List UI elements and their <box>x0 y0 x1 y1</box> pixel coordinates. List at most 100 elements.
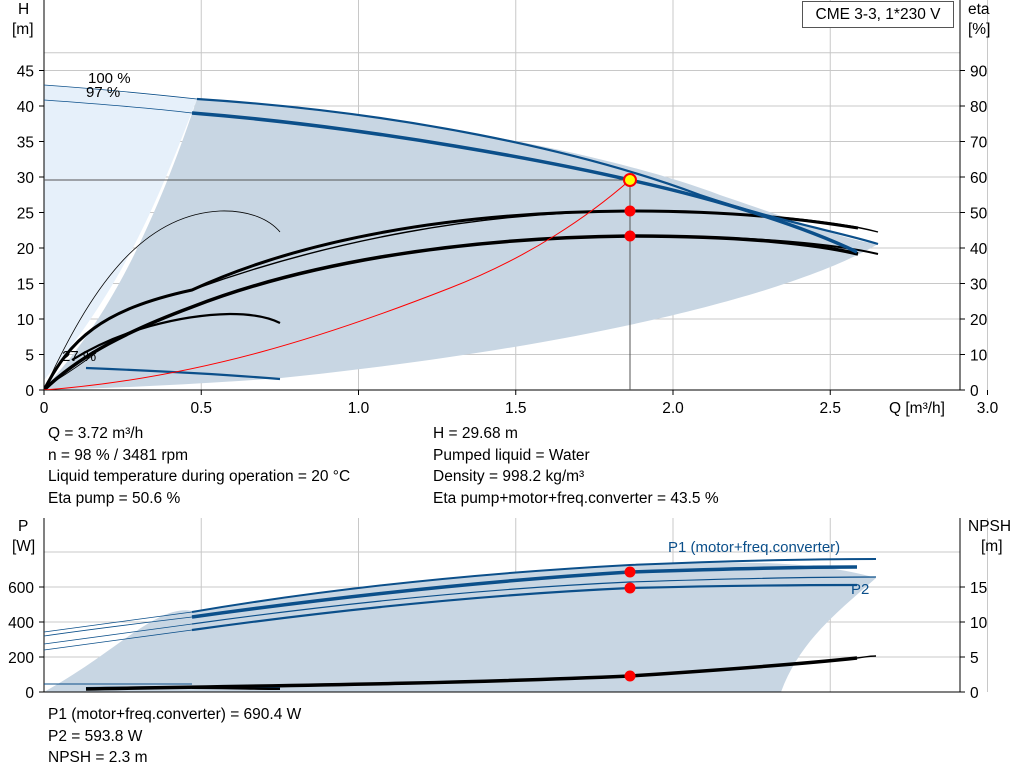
duty-point-npsh <box>624 670 636 682</box>
eta-tick-label: 50 <box>970 206 988 223</box>
npsh-curve-low <box>191 687 281 690</box>
p2-curve-duty-thin <box>44 629 193 651</box>
x-tick-label: 2.5 <box>819 400 841 417</box>
x-tick-label: 1.0 <box>348 400 370 417</box>
h-tick-label: 5 <box>25 348 34 365</box>
lower-curves <box>44 558 877 691</box>
info-p2: P2 = 593.8 W <box>48 727 143 745</box>
npsh-curve <box>85 656 858 691</box>
x-tick-label: 0 <box>40 400 49 417</box>
p2-series-label: P2 <box>851 581 869 598</box>
duty-point-eta-total <box>624 230 636 242</box>
info-eta-total: Eta pump+motor+freq.converter = 43.5 % <box>433 489 719 507</box>
h-curve-27 <box>85 366 281 381</box>
p-tick-label: 200 <box>8 650 34 667</box>
eta-tick-label: 20 <box>970 312 988 329</box>
eta-tick-label: 80 <box>970 99 988 116</box>
power-info: P1 (motor+freq.converter) = 690.4 W P2 =… <box>48 704 301 769</box>
eta-axis-unit: [%] <box>968 21 990 38</box>
p1-curve-100-thin <box>44 611 193 633</box>
info-head: H = 29.68 m <box>433 425 518 442</box>
eta-tick-label: 90 <box>970 64 988 81</box>
npsh-tick-label: 0 <box>970 685 979 702</box>
eta-total-100-thin <box>629 235 879 255</box>
h-curve-100 <box>196 97 879 246</box>
p1-curve-duty <box>191 565 858 619</box>
upper-tick-labels: 00.51.01.52.02.53.03.54.04.55.0005101020… <box>17 64 999 418</box>
p-tick-label: 0 <box>25 685 34 702</box>
upper-plot: 00.51.01.52.02.53.03.54.04.55.0005101020… <box>12 0 999 418</box>
info-liquid-temperature: Liquid temperature during operation = 20… <box>48 468 351 485</box>
eta-tick-label: 30 <box>970 277 988 294</box>
speed-label-27: 27 % <box>62 348 96 365</box>
npsh-tick-label: 15 <box>970 580 987 597</box>
h-tick-label: 25 <box>17 206 34 223</box>
p-axis-unit: [W] <box>12 538 35 555</box>
h-curve-97-thin <box>44 99 193 114</box>
speed-label-97: 97 % <box>86 84 120 101</box>
npsh-axis-unit: [m] <box>981 538 1003 555</box>
duty-info-left: Q = 3.72 m³/h n = 98 % / 3481 rpm Liquid… <box>48 423 350 509</box>
h-tick-label: 35 <box>17 135 34 152</box>
pump-model-text: CME 3-3, 1*230 V <box>815 5 941 23</box>
eta-tick-label: 0 <box>970 383 979 400</box>
h-tick-label: 45 <box>17 64 34 81</box>
p2-curve-100-thin <box>44 623 193 645</box>
info-flow: Q = 3.72 m³/h <box>48 425 144 442</box>
duty-point-p1 <box>624 566 636 578</box>
info-speed: n = 98 % / 3481 rpm <box>48 446 189 464</box>
h-tick-label: 0 <box>25 383 34 400</box>
h-axis-unit: [m] <box>12 21 34 38</box>
p2-curve-100 <box>191 576 877 625</box>
upper-curves <box>44 84 879 390</box>
system-curve <box>44 179 631 390</box>
h-tick-label: 40 <box>17 99 35 116</box>
x-tick-label: 1.5 <box>505 400 527 417</box>
eta-pump-low-speed <box>44 210 281 390</box>
duty-point-eta-pump <box>624 205 636 217</box>
p2-curve-duty <box>191 583 858 632</box>
p-axis-symbol: P <box>18 518 28 535</box>
eta-tick-label: 60 <box>970 170 988 187</box>
eta-total-low-speed <box>71 312 281 361</box>
eta-tick-label: 10 <box>970 348 988 365</box>
h-axis-symbol: H <box>18 1 29 18</box>
x-tick-label: 2.0 <box>662 400 684 417</box>
h-tick-label: 15 <box>17 277 34 294</box>
eta-tick-label: 70 <box>970 135 988 152</box>
eta-axis-symbol: eta <box>968 1 990 18</box>
npsh-axis-symbol: NPSH <box>968 518 1011 535</box>
npsh-tick-label: 10 <box>970 615 988 632</box>
info-pumped-liquid: Pumped liquid = Water <box>433 446 590 464</box>
h-curve-100-thin <box>44 84 198 100</box>
lower-tick-labels: 0 0 200 5 400 10 600 15 <box>8 580 987 702</box>
p-tick-label: 600 <box>8 580 34 597</box>
h-tick-label: 20 <box>17 241 35 258</box>
eta-pump-100-thin <box>191 210 879 291</box>
p1-curve-100 <box>191 558 877 613</box>
info-eta-pump: Eta pump = 50.6 % <box>48 489 181 507</box>
p-tick-label: 400 <box>8 615 34 632</box>
info-npsh: NPSH = 2.3 m <box>48 749 148 766</box>
info-p1: P1 (motor+freq.converter) = 690.4 W <box>48 706 302 723</box>
h-tick-label: 30 <box>17 170 35 187</box>
h-curve-97 <box>191 111 858 254</box>
light-operating-area <box>44 85 197 380</box>
x-tick-label: 0.5 <box>190 400 212 417</box>
p1-series-label: P1 (motor+freq.converter) <box>668 539 840 556</box>
x-tick-label: 3.0 <box>977 400 999 417</box>
q-axis-unit: Q [m³/h] <box>889 400 945 417</box>
h-tick-label: 10 <box>17 312 35 329</box>
pump-model-label: CME 3-3, 1*230 V <box>802 1 954 28</box>
p1-curve-duty-thin <box>44 616 193 637</box>
speed-label-100: 100 % <box>88 70 131 87</box>
npsh-curve-thin <box>856 655 877 659</box>
npsh-tick-label: 5 <box>970 650 979 667</box>
power-operating-range-area <box>44 562 876 692</box>
eta-total-low-speed-thin <box>44 352 97 389</box>
duty-point-head <box>623 173 637 187</box>
duty-info-right: H = 29.68 m Pumped liquid = Water Densit… <box>433 423 719 509</box>
info-density: Density = 998.2 kg/m³ <box>433 468 585 485</box>
